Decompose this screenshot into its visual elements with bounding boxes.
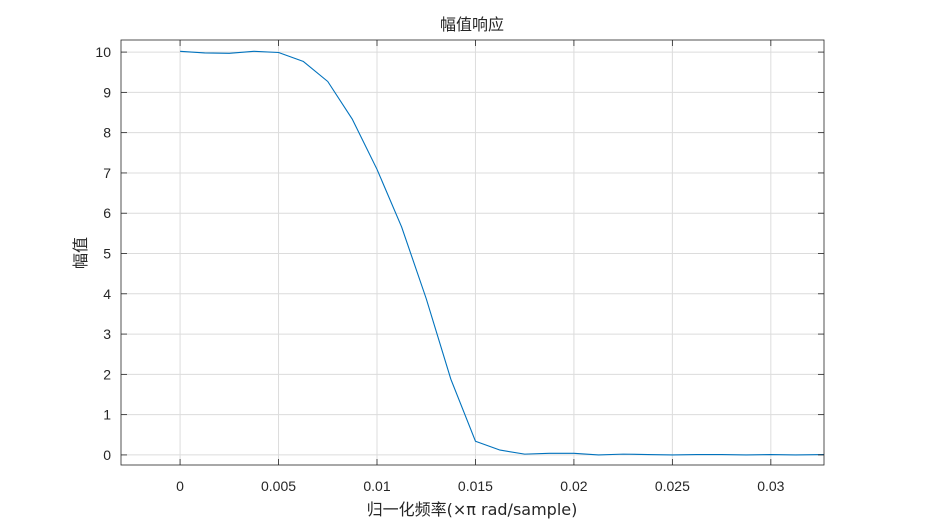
- y-tick-label: 9: [103, 84, 111, 100]
- y-tick-label: 5: [103, 246, 111, 262]
- tick-marks: [121, 40, 824, 465]
- y-tick-label: 1: [103, 407, 111, 423]
- x-tick-labels: 0 0.005 0.01 0.015 0.02 0.025 0.03: [176, 478, 784, 494]
- y-tick-label: 7: [103, 165, 111, 181]
- x-axis-label: 归一化频率(×π rad/sample): [367, 500, 578, 519]
- plot-area: [121, 40, 824, 465]
- chart-title: 幅值响应: [440, 15, 504, 34]
- y-axis-label: 幅值: [71, 237, 90, 269]
- data-series: [180, 50, 825, 456]
- x-tick-label: 0.02: [560, 478, 587, 494]
- y-tick-labels: 0 1 2 3 4 5 6 7 8 9 10: [95, 44, 111, 463]
- x-tick-label: 0.03: [757, 478, 784, 494]
- y-tick-label: 10: [95, 44, 111, 60]
- x-tick-label: 0.005: [261, 478, 296, 494]
- grid-lines: [121, 40, 824, 465]
- magnitude-series-line: [180, 50, 825, 456]
- y-tick-label: 4: [103, 286, 111, 302]
- axes-box: [120, 39, 825, 466]
- y-tick-label: 0: [103, 447, 111, 463]
- y-tick-label: 8: [103, 125, 111, 141]
- x-tick-label: 0.01: [363, 478, 390, 494]
- y-tick-label: 6: [103, 205, 111, 221]
- x-tick-label: 0.015: [458, 478, 493, 494]
- y-tick-label: 3: [103, 326, 111, 342]
- y-tick-label: 2: [103, 366, 111, 382]
- x-tick-label: 0: [176, 478, 184, 494]
- x-tick-label: 0.025: [655, 478, 690, 494]
